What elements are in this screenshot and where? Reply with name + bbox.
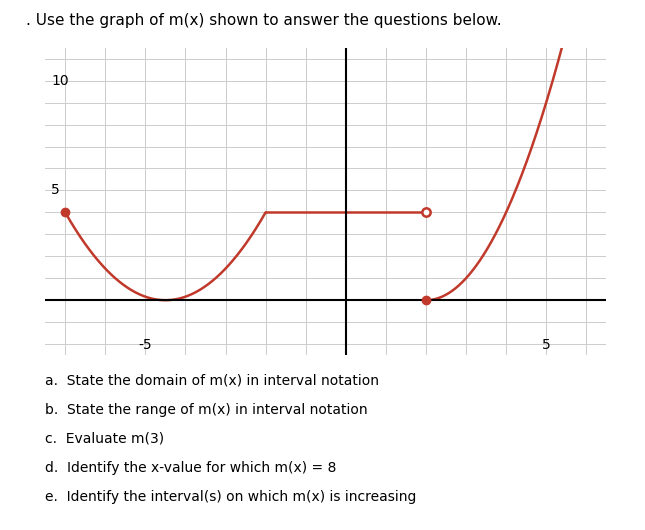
Text: a.  State the domain of m(x) in interval notation: a. State the domain of m(x) in interval … bbox=[45, 374, 379, 387]
Text: 5: 5 bbox=[542, 338, 551, 352]
Text: d.  Identify the x-value for which m(x) = 8: d. Identify the x-value for which m(x) =… bbox=[45, 461, 337, 475]
Text: b.  State the range of m(x) in interval notation: b. State the range of m(x) in interval n… bbox=[45, 403, 368, 417]
Text: c.  Evaluate m(3): c. Evaluate m(3) bbox=[45, 432, 164, 446]
Text: . Use the graph of m(x) shown to answer the questions below.: . Use the graph of m(x) shown to answer … bbox=[26, 13, 501, 28]
Text: -5: -5 bbox=[139, 338, 152, 352]
Text: e.  Identify the interval(s) on which m(x) is increasing: e. Identify the interval(s) on which m(x… bbox=[45, 490, 417, 504]
Text: 10: 10 bbox=[51, 74, 69, 87]
Text: 5: 5 bbox=[51, 183, 60, 197]
